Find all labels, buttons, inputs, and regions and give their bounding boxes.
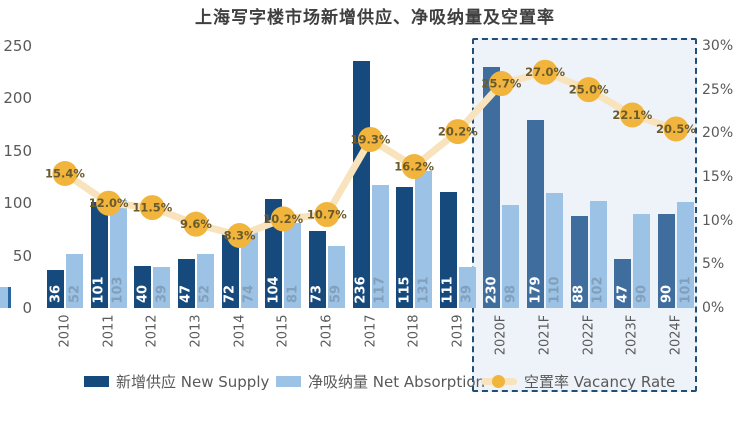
bar-new-supply [221, 232, 239, 308]
x-axis-label: 2018 [406, 313, 422, 348]
x-axis-label: 2015 [275, 313, 291, 348]
bar-value-label: 39 [154, 284, 170, 304]
bar-value-label: 52 [67, 284, 82, 304]
bar-value-label: 36 [48, 284, 63, 304]
bar-value-label: 81 [285, 284, 301, 304]
x-axis-label: 2013 [188, 313, 204, 348]
bar-new-supply [352, 60, 370, 308]
bar-new-supply [614, 258, 632, 308]
bar-new-supply [177, 258, 195, 308]
bar-new-supply [308, 231, 326, 308]
vacancy-rate-marker [52, 161, 78, 187]
bar-net-absorption [153, 267, 171, 308]
bar-value-label: 117 [372, 275, 388, 304]
x-axis-label: 2023F [624, 314, 640, 355]
x-axis-label: 2017 [363, 313, 378, 348]
bar-value-label: 47 [615, 284, 631, 304]
bar-net-absorption [458, 267, 476, 308]
bar-value-label: 90 [659, 284, 674, 304]
y-axis-right-tick: 5% [702, 256, 725, 273]
bar-new-supply [483, 66, 501, 308]
x-axis-label: 2016 [319, 313, 335, 348]
bar-value-label: 98 [503, 284, 519, 304]
bar-value-label: 47 [178, 284, 194, 304]
vacancy-rate-swatch [481, 375, 517, 388]
legend-item-net-absorption: 净吸纳量 Net Absorption [276, 371, 485, 392]
y-axis-left-tick: 250 [3, 37, 32, 55]
vacancy-rate-marker [445, 119, 471, 145]
new-supply-swatch [84, 376, 109, 387]
bar-net-absorption [327, 246, 345, 308]
bar-value-label: 230 [484, 275, 500, 304]
vacancy-marker-icon [492, 375, 505, 388]
legend-net-absorption-label: 净吸纳量 Net Absorption [308, 373, 486, 391]
legend-vacancy-label: 空置率 Vacancy Rate [524, 373, 676, 391]
x-axis-label: 2011 [101, 313, 117, 348]
bar-value-label: 111 [440, 275, 456, 304]
y-axis-right-tick: 25% [702, 81, 734, 98]
bar-net-absorption [196, 253, 214, 308]
bar-value-label: 110 [547, 275, 563, 304]
bar-new-supply [134, 266, 152, 308]
bar-net-absorption [677, 202, 694, 308]
x-axis-label: 2019 [450, 313, 466, 348]
vacancy-rate-data-label: 10.7% [307, 208, 347, 222]
x-axis-label: 2024F [668, 314, 684, 355]
vacancy-rate-data-label: 11.5% [132, 201, 172, 215]
x-axis-label: 2021F [537, 314, 553, 355]
y-axis-left-tick: 100 [3, 194, 32, 213]
y-axis-left-tick: 50 [12, 246, 32, 265]
y-axis-left-tick: 0 [22, 299, 32, 317]
bar-net-absorption [284, 223, 302, 308]
bar-value-label: 102 [590, 275, 606, 304]
bar-value-label: 90 [634, 284, 650, 304]
bar-value-label: 40 [135, 284, 151, 304]
x-axis-label: 2014 [232, 313, 248, 348]
bar-value-label: 72 [222, 284, 238, 304]
clipped-edge-fragment [0, 287, 11, 308]
vacancy-rate-marker [139, 195, 165, 221]
vacancy-rate-marker [314, 202, 340, 228]
bar-value-label: 103 [110, 275, 126, 304]
bar-value-label: 101 [678, 275, 693, 304]
y-axis-left-tick: 150 [3, 141, 32, 160]
net-absorption-swatch [276, 376, 301, 387]
x-axis-label: 2020F [493, 314, 509, 355]
bar-value-label: 74 [241, 284, 257, 304]
bar-value-label: 104 [266, 275, 282, 304]
vacancy-rate-marker [183, 211, 209, 237]
x-axis-label: 2022F [581, 314, 597, 355]
bar-value-label: 88 [571, 284, 587, 304]
y-axis-right-tick: 30% [702, 38, 734, 54]
bar-value-label: 179 [528, 275, 544, 304]
bar-net-absorption [66, 253, 83, 308]
legend-new-supply-label: 新增供应 New Supply [116, 373, 270, 391]
bar-net-absorption [240, 230, 258, 308]
legend-item-new-supply: 新增供应 New Supply [84, 371, 269, 392]
y-axis-right-tick: 0% [702, 300, 725, 316]
chart-title: 上海写字楼市场新增供应、净吸纳量及空置率 [195, 8, 555, 28]
bar-value-label: 115 [397, 275, 413, 304]
y-axis-right-tick: 10% [702, 212, 734, 229]
bar-value-label: 131 [416, 275, 432, 304]
legend-item-vacancy: 空置率 Vacancy Rate [481, 371, 675, 392]
bar-value-label: 236 [353, 275, 369, 304]
y-axis-right-tick: 15% [702, 169, 734, 185]
bar-value-label: 59 [328, 284, 344, 304]
vacancy-rate-data-label: 9.6% [180, 217, 212, 231]
y-axis-left-tick: 200 [3, 89, 32, 108]
bar-value-label: 73 [309, 284, 325, 304]
bar-value-label: 101 [91, 275, 107, 304]
x-axis-label: 2010 [57, 313, 73, 348]
y-axis-right-tick: 20% [702, 125, 734, 142]
bar-new-supply [47, 270, 64, 308]
bar-value-label: 39 [459, 284, 475, 304]
vacancy-rate-data-label: 15.4% [45, 167, 85, 181]
bar-value-label: 52 [197, 284, 213, 304]
x-axis-label: 2012 [144, 313, 160, 348]
